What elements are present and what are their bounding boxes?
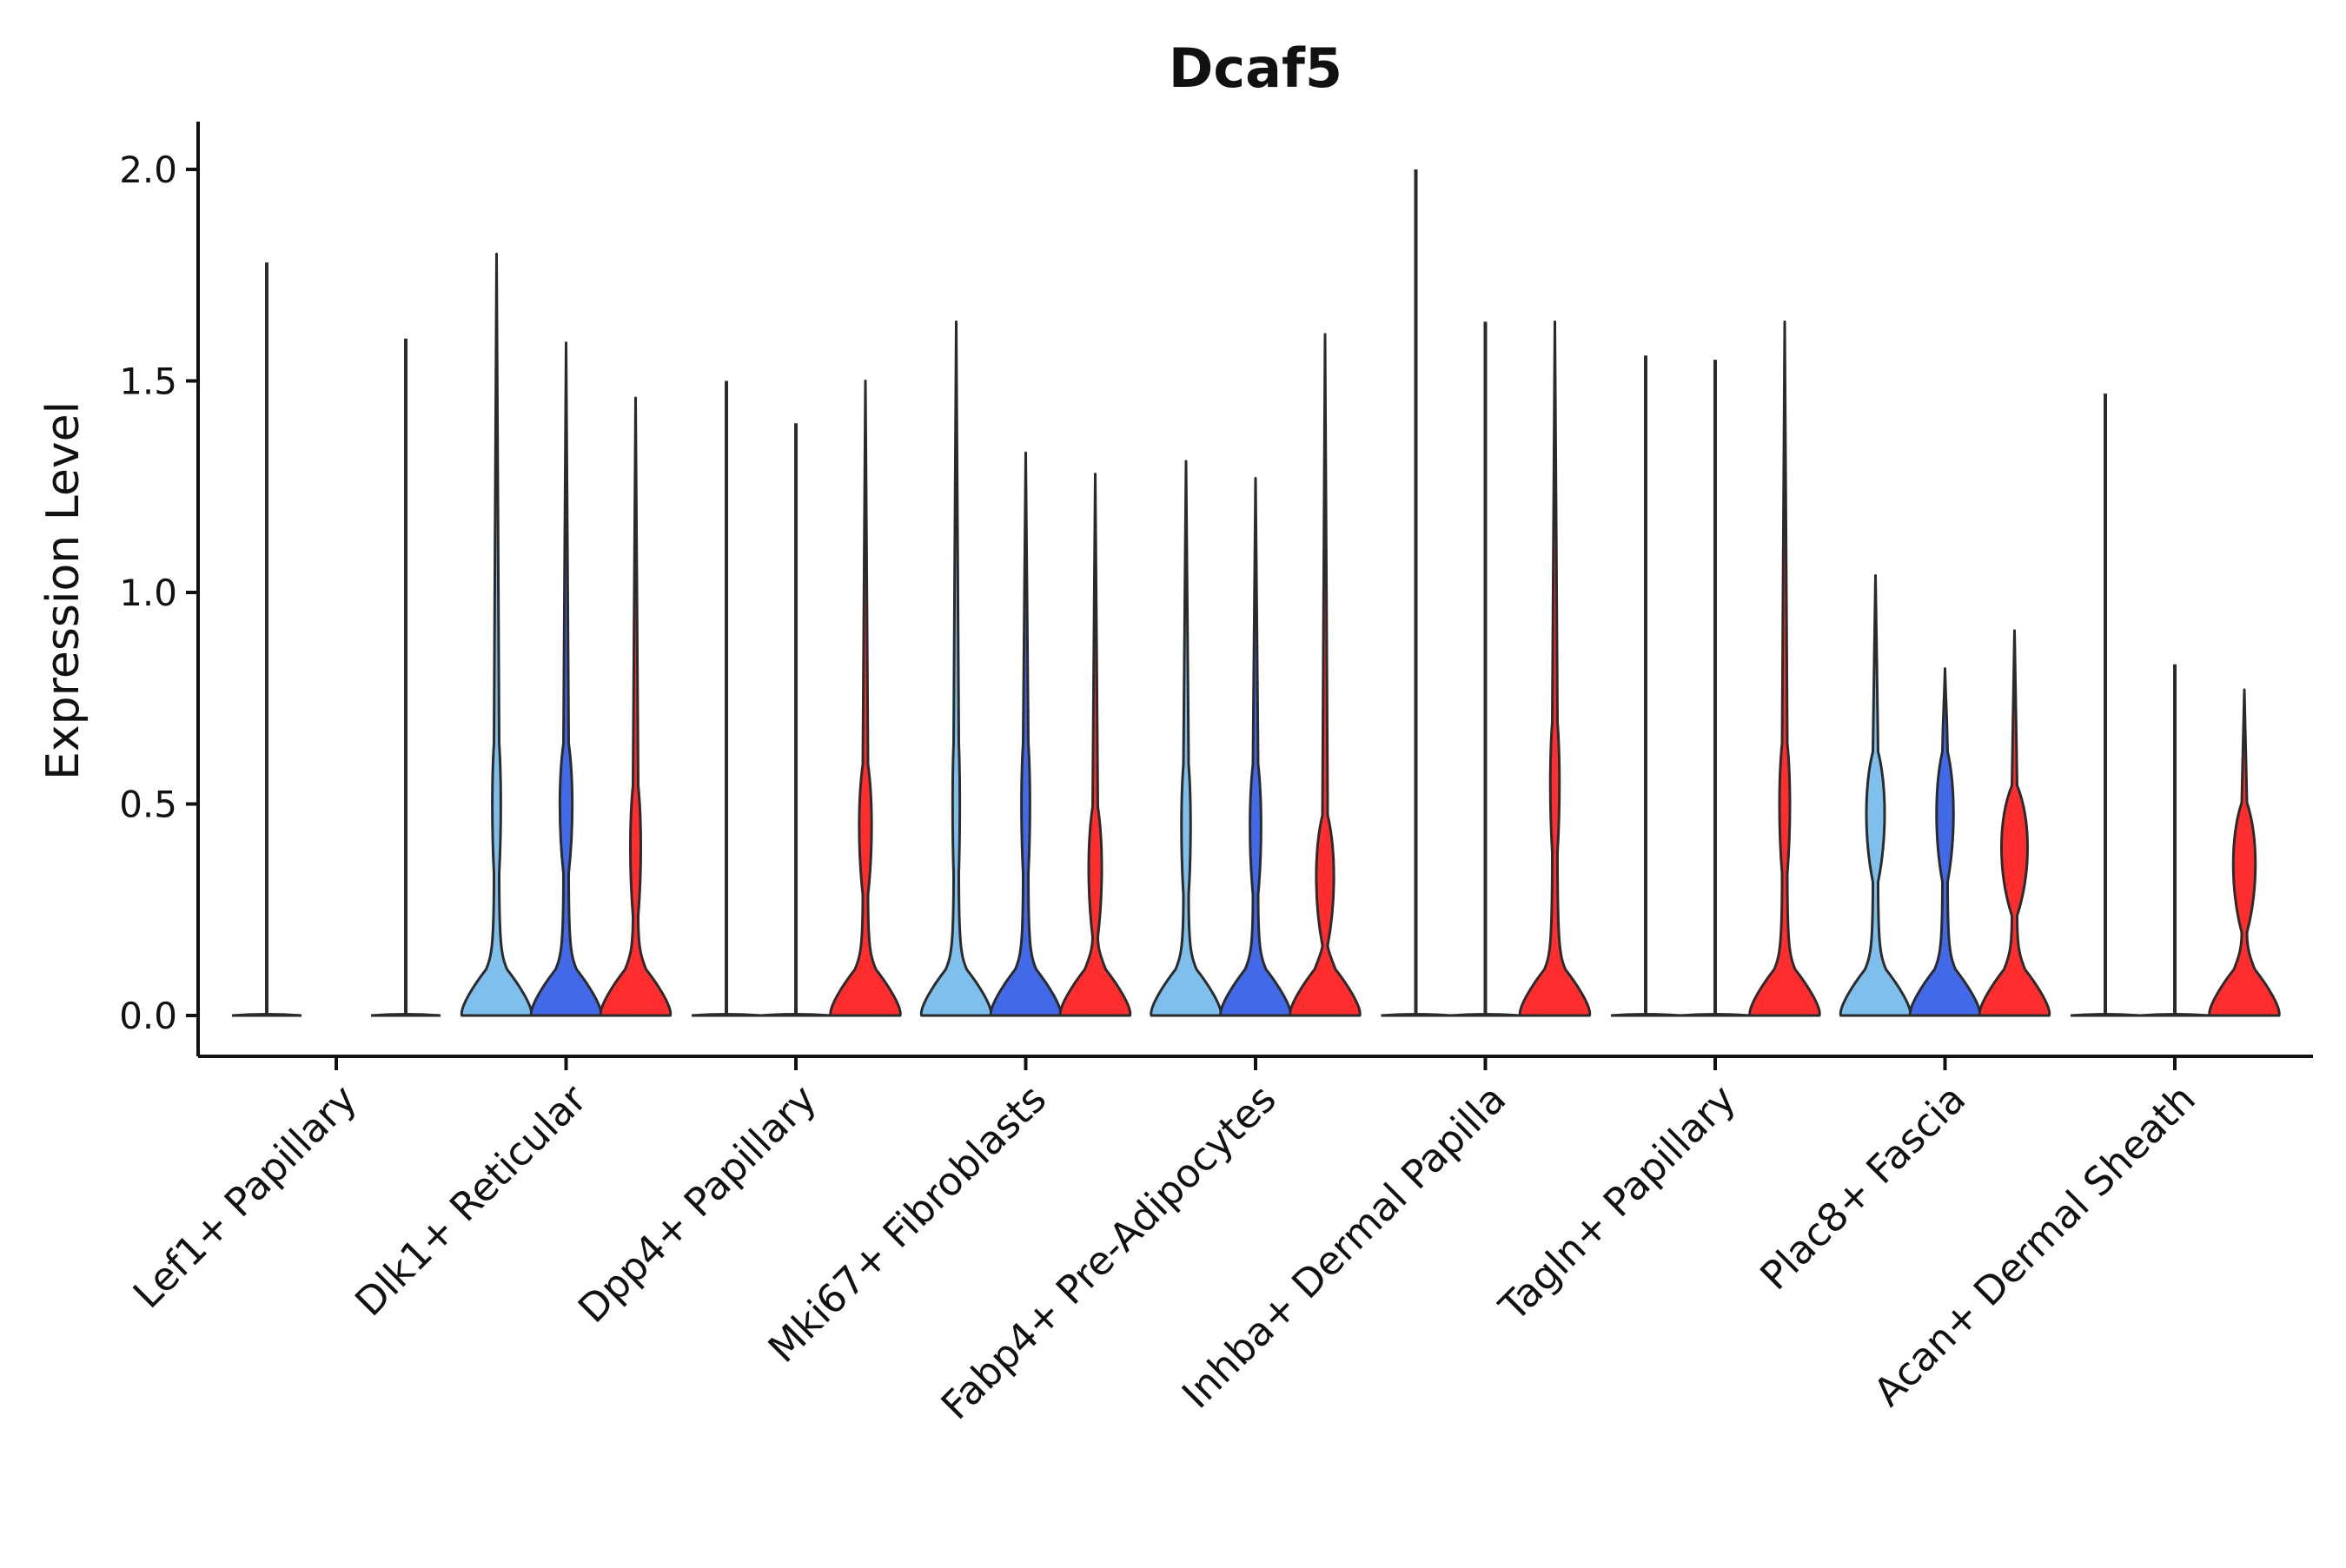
violin-4-0 [1150,460,1223,1017]
violin-5-0 [1381,169,1451,1017]
violin-4-2 [1289,333,1362,1017]
violin-1-1 [529,341,603,1017]
violin-3-0 [919,320,993,1017]
x-tick-label: Lef1+ Papillary [124,1075,366,1317]
violins-layer [231,169,2281,1017]
violin-3-2 [1058,473,1132,1017]
violin-8-1 [2139,664,2210,1017]
violin-7-1 [1908,667,1982,1017]
y-tick-label: 1.5 [119,361,177,403]
violin-2-2 [829,380,902,1017]
violin-6-2 [1748,320,1821,1017]
violin-8-2 [2208,688,2281,1017]
x-tick-label: Plac8+ Fascia [1751,1075,1974,1299]
x-tick-label: Tagln+ Papillary [1490,1075,1745,1330]
violin-7-2 [1978,629,2051,1017]
violin-0-2 [370,338,441,1017]
violin-7-0 [1839,574,1912,1017]
violin-2-1 [760,423,832,1017]
violin-0-0 [231,262,302,1017]
y-tick-label: 0.5 [119,784,177,826]
violin-4-1 [1219,477,1292,1017]
x-tick-label: Dlk1+ Reticular [346,1075,595,1325]
violin-5-1 [1450,321,1521,1017]
violin-8-0 [2070,394,2141,1017]
violin-5-2 [1518,320,1592,1017]
chart-title: Dcaf5 [1169,36,1342,100]
violin-6-0 [1610,355,1681,1017]
x-tick-label: Dpp4+ Papillary [569,1075,825,1332]
y-tick-label: 2.0 [119,149,177,191]
violin-1-0 [460,252,533,1017]
y-axis-label: Expression Level [37,401,89,780]
violin-6-1 [1680,360,1751,1017]
y-tick-label: 0.0 [119,995,177,1037]
violin-1-2 [599,396,673,1017]
y-tick-label: 1.0 [119,572,177,614]
violin-3-1 [989,451,1063,1017]
violin-2-0 [691,380,762,1017]
